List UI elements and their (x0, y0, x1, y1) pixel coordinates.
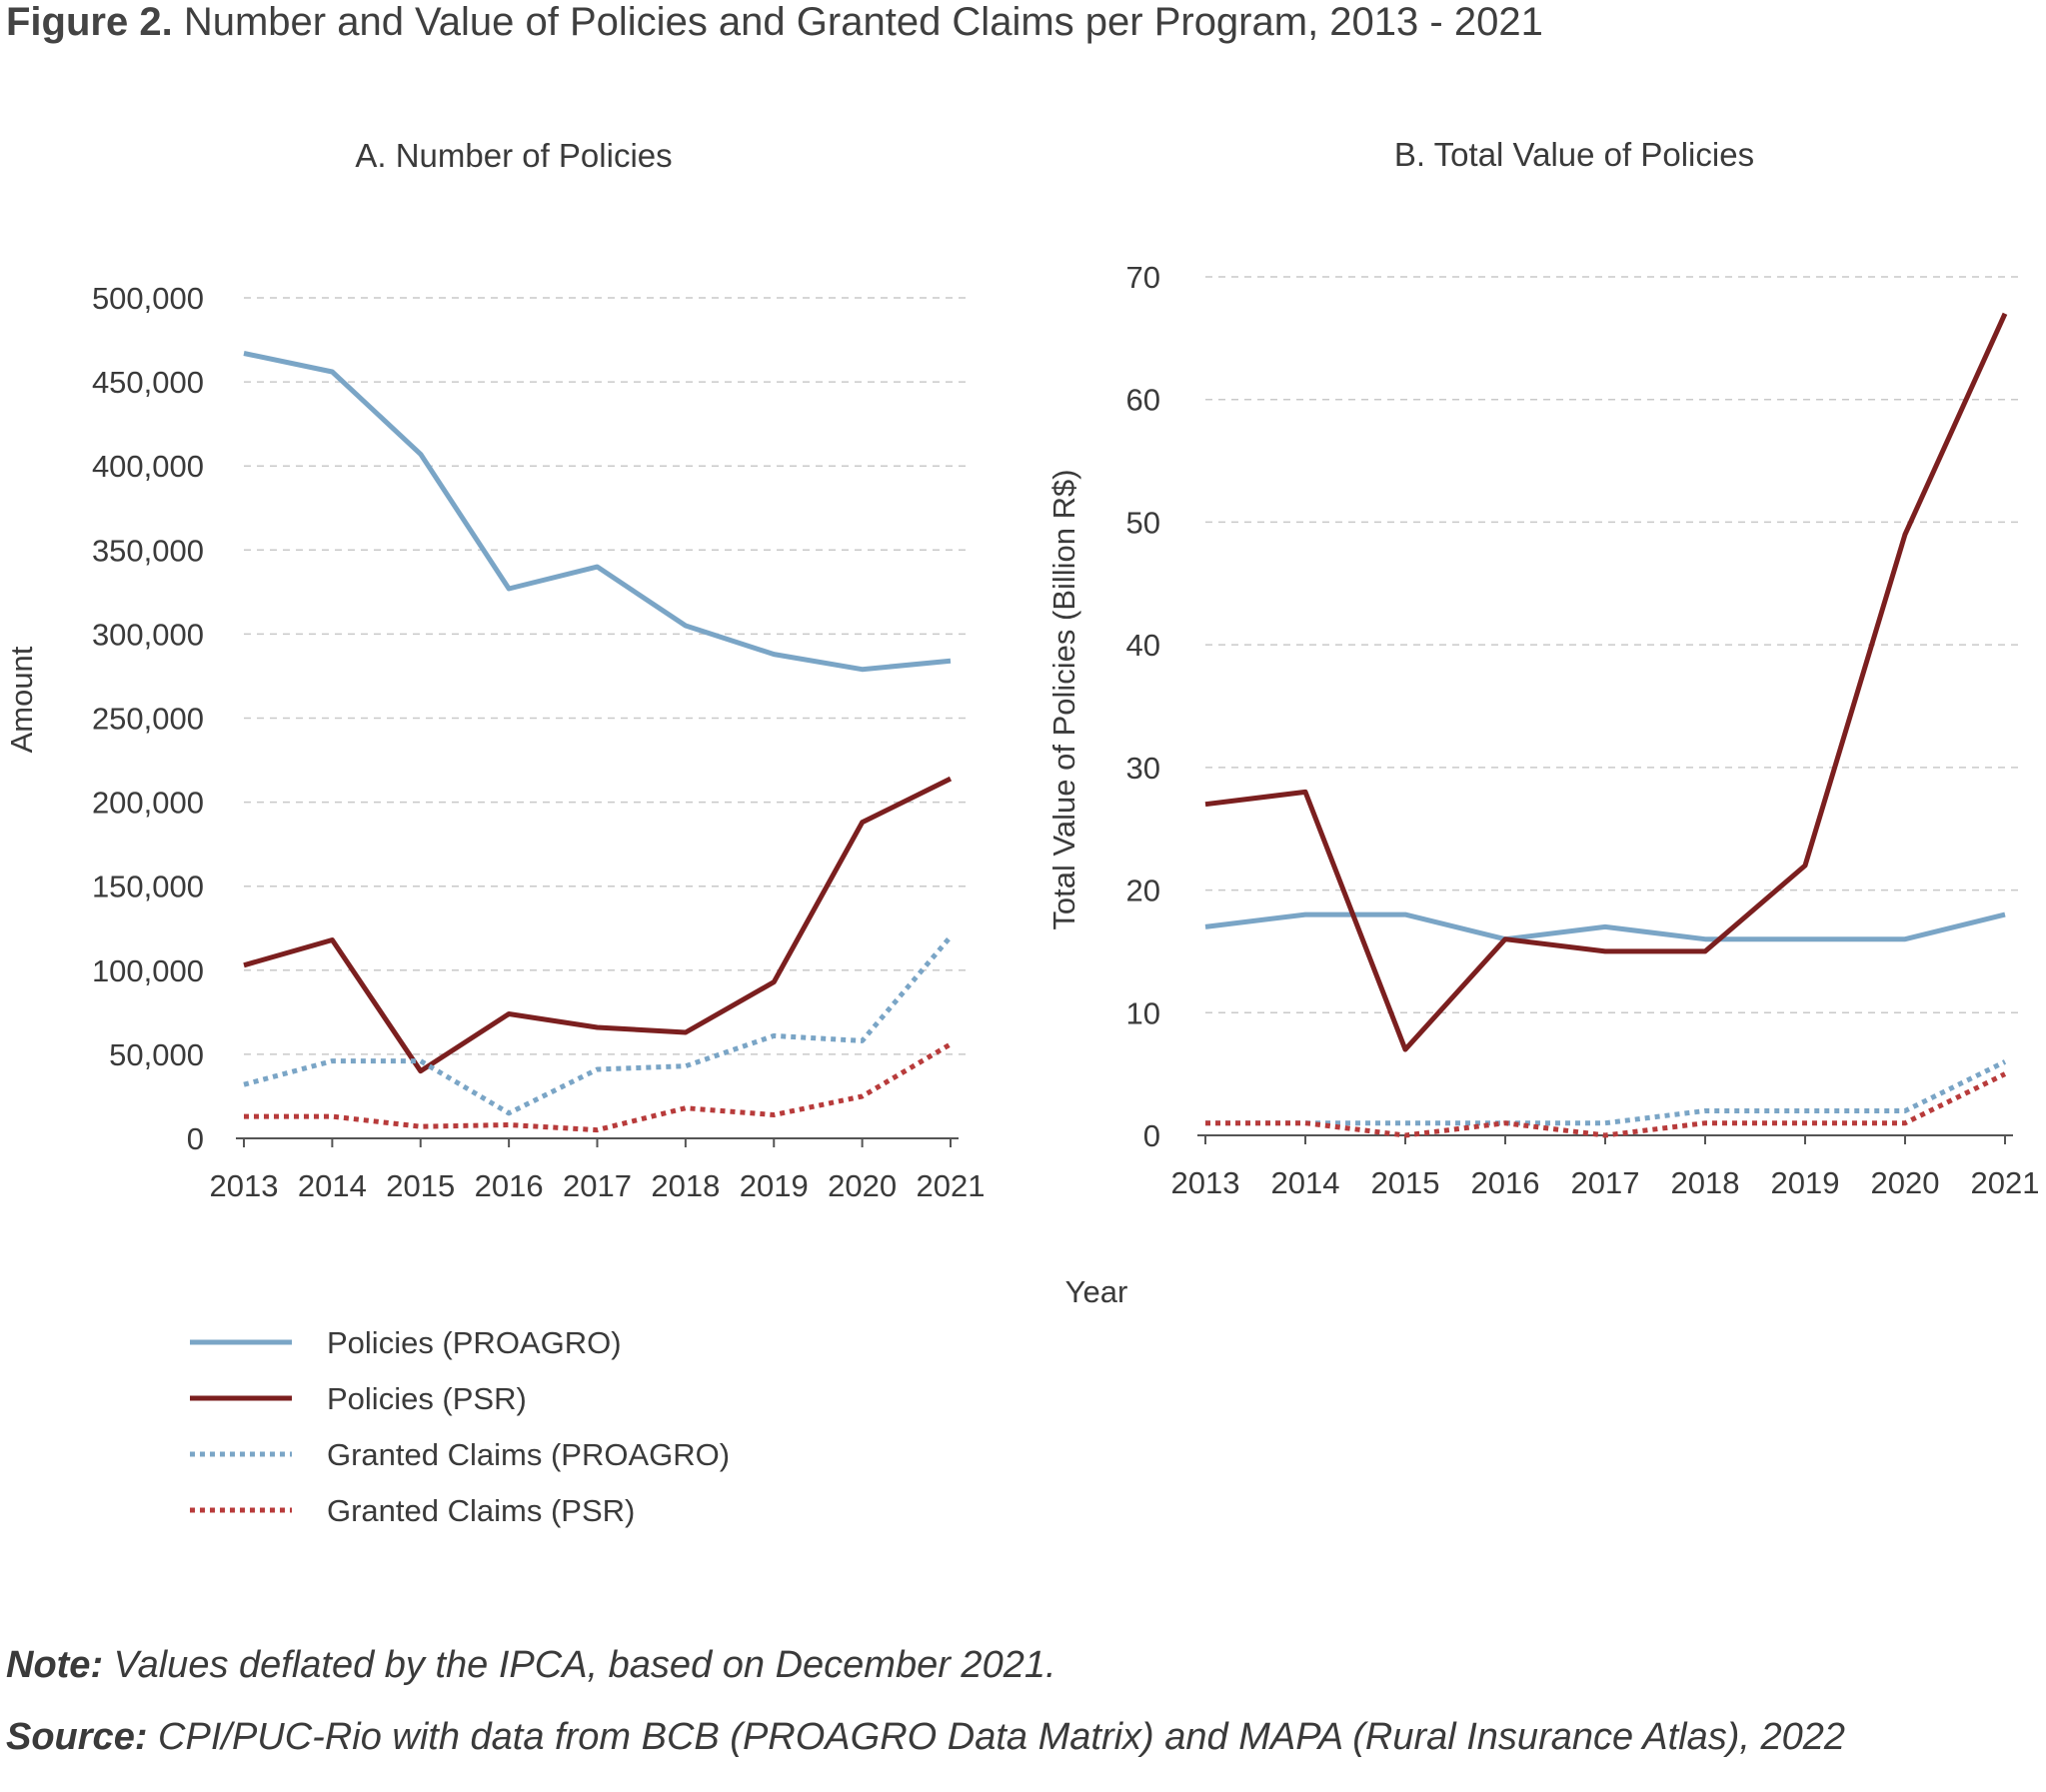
legend-label-granted-claims-psr: Granted Claims (PSR) (327, 1493, 635, 1528)
x-tick-label: 2021 (1971, 1165, 2040, 1200)
footer-note: Note: Values deflated by the IPCA, based… (6, 1644, 1056, 1687)
y-tick-label: 40 (1126, 628, 1160, 663)
series-line-granted-claims-psr (1205, 1071, 2007, 1138)
x-tick-label: 2013 (210, 1168, 279, 1203)
figure-title: Figure 2. Number and Value of Policies a… (6, 0, 1543, 45)
x-tick-label: 2016 (475, 1168, 544, 1203)
footer-source: Source: CPI/PUC-Rio with data from BCB (… (6, 1716, 1845, 1759)
note-text: Values deflated by the IPCA, based on De… (103, 1644, 1056, 1686)
series-line-granted-claims-proagro (243, 934, 953, 1116)
y-tick-label: 70 (1126, 260, 1160, 295)
x-tick-label: 2014 (1271, 1165, 1340, 1200)
y-tick-label: 150,000 (92, 870, 204, 904)
y-tick-label: 50 (1126, 505, 1160, 540)
legend-label-policies-psr: Policies (PSR) (327, 1381, 527, 1416)
figure-label: Figure 2. (6, 0, 173, 44)
legend: Policies (PROAGRO) Policies (PSR) Granted … (190, 1325, 730, 1528)
y-tick-label: 0 (187, 1121, 204, 1156)
note-label: Note: (6, 1644, 104, 1686)
y-tick-label: 400,000 (92, 449, 204, 484)
y-tick-label: 10 (1126, 995, 1160, 1030)
series-line-policies-proagro (1204, 911, 2006, 942)
x-tick-label: 2017 (1571, 1165, 1640, 1200)
y-tick-label: 50,000 (109, 1037, 204, 1072)
y-tick-label: 0 (1143, 1118, 1160, 1153)
y-tick-label: 500,000 (92, 281, 204, 316)
x-tick-label: 2015 (386, 1168, 455, 1203)
series-line-policies-psr (1204, 312, 2008, 1052)
y-tick-label: 300,000 (92, 617, 204, 652)
source-text: CPI/PUC-Rio with data from BCB (PROAGRO … (147, 1716, 1846, 1758)
series-line-policies-proagro (243, 351, 952, 673)
y-tick-label: 100,000 (92, 953, 204, 988)
x-tick-label: 2021 (917, 1168, 986, 1203)
y-tick-label: 350,000 (92, 533, 204, 568)
y-tick-label: 200,000 (92, 786, 204, 821)
y-tick-label: 450,000 (92, 365, 204, 400)
x-tick-label: 2019 (740, 1168, 809, 1203)
y-axis-label: Total Value of Policies (Billion R$) (1046, 469, 1081, 929)
x-tick-label: 2017 (563, 1168, 632, 1203)
chart-title: A. Number of Policies (355, 137, 672, 174)
source-label: Source: (6, 1716, 148, 1758)
x-tick-label: 2015 (1371, 1165, 1440, 1200)
series-line-granted-claims-psr (244, 1041, 953, 1133)
figure-title-text: Number and Value of Policies and Granted… (183, 0, 1543, 44)
x-tick-label: 2018 (651, 1168, 720, 1203)
series-line-granted-claims-proagro (1205, 1059, 2007, 1126)
x-tick-label: 2019 (1771, 1165, 1840, 1200)
y-tick-label: 60 (1126, 383, 1160, 418)
y-tick-label: 250,000 (92, 702, 204, 737)
y-tick-label: 30 (1126, 751, 1160, 786)
y-tick-label: 20 (1126, 874, 1160, 908)
series-line-policies-psr (243, 776, 953, 1074)
legend-label-policies-proagro: Policies (PROAGRO) (327, 1325, 622, 1360)
x-tick-label: 2014 (298, 1168, 367, 1203)
panel-a-number-of-policies: A. Number of Policies Amount 0 50,000 100,00… (4, 137, 985, 1203)
y-axis-label: Amount (4, 646, 39, 753)
chart-title: B. Total Value of Policies (1394, 136, 1754, 173)
x-axis-label-year: Year (1065, 1274, 1128, 1309)
x-tick-label: 2018 (1671, 1165, 1740, 1200)
x-tick-label: 2020 (1871, 1165, 1940, 1200)
panel-b-total-value-of-policies: B. Total Value of Policies Total Value of… (1046, 136, 2039, 1200)
x-tick-label: 2013 (1171, 1165, 1240, 1200)
x-tick-label: 2016 (1471, 1165, 1540, 1200)
legend-label-granted-claims-proagro: Granted Claims (PROAGRO) (327, 1437, 730, 1472)
x-tick-label: 2020 (828, 1168, 897, 1203)
